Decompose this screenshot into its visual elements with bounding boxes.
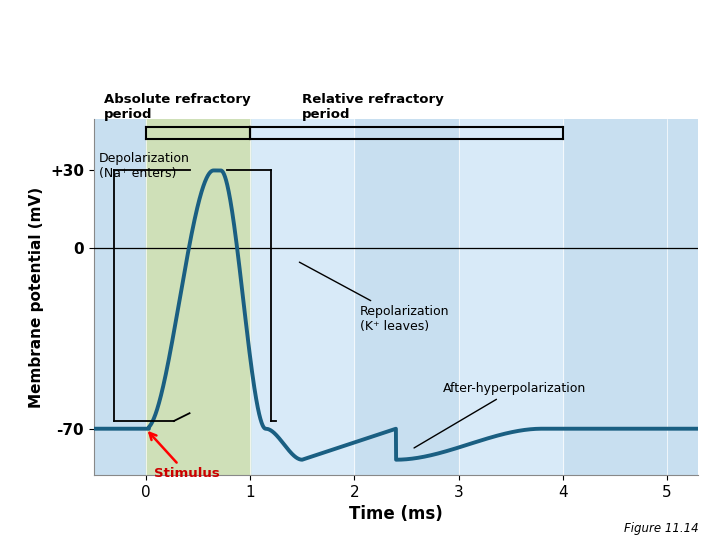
Y-axis label: Membrane potential (mV): Membrane potential (mV) [30,186,45,408]
Text: Relative refractory
period: Relative refractory period [302,93,444,122]
Text: Figure 11.14: Figure 11.14 [624,522,698,535]
Text: Absolute refractory
period: Absolute refractory period [104,93,251,122]
Text: Repolarization
(K⁺ leaves): Repolarization (K⁺ leaves) [300,262,449,333]
Bar [250,119,354,475]
Bar [145,119,250,475]
Text: Stimulus: Stimulus [150,433,220,481]
Text: Depolarization
(Na⁺ enters): Depolarization (Na⁺ enters) [99,152,189,180]
X-axis label: Time (ms): Time (ms) [349,505,443,523]
Bar [459,119,563,475]
Text: After-hyperpolarization: After-hyperpolarization [414,382,586,448]
